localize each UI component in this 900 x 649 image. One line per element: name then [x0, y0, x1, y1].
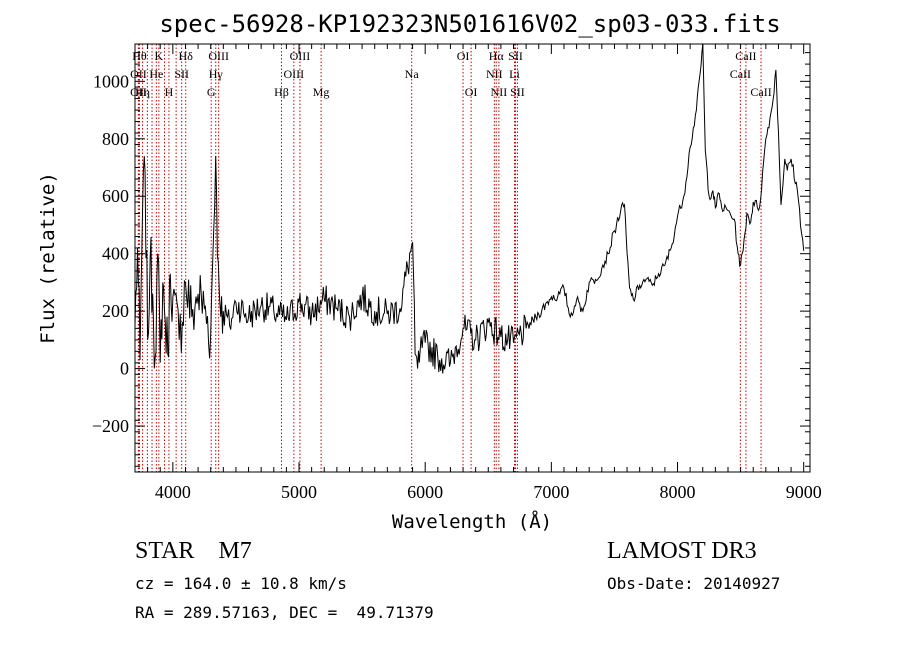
line-label-27: SII — [508, 49, 523, 63]
x-tick-label-2: 6000 — [407, 482, 443, 502]
line-label-18: OIII — [290, 49, 311, 63]
survey-label: LAMOST DR3 — [607, 538, 757, 564]
line-label-19: Mg — [313, 85, 330, 99]
line-label-0: Hθ — [132, 49, 147, 63]
line-label-9: H — [165, 85, 174, 99]
y-tick-label-1: 0 — [120, 359, 129, 379]
y-tick-label-5: 800 — [102, 129, 129, 149]
line-label-23: NII — [486, 67, 503, 81]
y-axis-label: Flux (relative) — [37, 172, 59, 344]
subclass-label: M7 — [218, 538, 252, 564]
x-tick-labels: 4000 5000 6000 7000 8000 9000 — [155, 482, 822, 502]
x-tick-label-0: 4000 — [155, 482, 191, 502]
emission-line-markers — [137, 44, 762, 472]
x-axis-label: Wavelength (Å) — [392, 510, 552, 533]
x-tick-label-3: 7000 — [533, 482, 569, 502]
line-label-30: CaII — [735, 49, 756, 63]
line-label-2: OII — [130, 85, 147, 99]
line-label-3: Hη — [135, 85, 150, 99]
line-label-13: G — [207, 85, 216, 99]
line-label-11: SII — [174, 67, 189, 81]
class-label: STAR — [135, 538, 195, 564]
line-label-7: K — [155, 49, 164, 63]
object-class: STAR M7 — [135, 538, 252, 565]
line-label-25: NII — [491, 85, 508, 99]
line-label-15: OIII — [208, 49, 229, 63]
plot-frame — [134, 43, 811, 473]
line-label-26: Li — [509, 67, 520, 81]
y-tick-label-6: 1000 — [93, 71, 129, 91]
line-label-21: OI — [457, 49, 470, 63]
line-label-22: OI — [465, 85, 478, 99]
line-label-16: Hβ — [274, 85, 289, 99]
redshift-text: cz = 164.0 ± 10.8 km/s — [135, 574, 347, 593]
line-label-28: SII — [510, 85, 525, 99]
x-tick-label-1: 5000 — [281, 482, 317, 502]
line-label-29: CaII — [730, 67, 751, 81]
y-tick-labels: −200 0 200 400 600 800 1000 — [92, 71, 129, 436]
x-tick-label-4: 8000 — [660, 482, 696, 502]
y-tick-label-3: 400 — [102, 244, 129, 264]
x-tick-label-5: 9000 — [786, 482, 822, 502]
line-label-1: OII — [130, 67, 147, 81]
line-label-17: OIII — [284, 67, 305, 81]
emission-line-labels: HθOIIOIIHηHeKHSIIHδGHγOIIIHβOIIIOIIIMgNa… — [130, 49, 772, 99]
line-label-14: Hγ — [209, 67, 224, 81]
line-label-6: He — [149, 67, 163, 81]
line-label-31: CaII — [750, 85, 771, 99]
spectrum-line — [134, 43, 805, 374]
chart-title: spec-56928-KP192323N501616V02_sp03-033.f… — [159, 10, 780, 38]
axis-ticks — [134, 44, 810, 472]
line-label-12: Hδ — [179, 49, 194, 63]
y-tick-label-0: −200 — [92, 416, 129, 436]
y-tick-label-4: 600 — [102, 186, 129, 206]
obs-date-text: Obs-Date: 20140927 — [607, 574, 781, 593]
coordinates-text: RA = 289.57163, DEC = 49.71379 — [135, 603, 434, 622]
line-label-20: Na — [405, 67, 420, 81]
line-label-24: Hα — [489, 49, 505, 63]
y-tick-label-2: 200 — [102, 301, 129, 321]
